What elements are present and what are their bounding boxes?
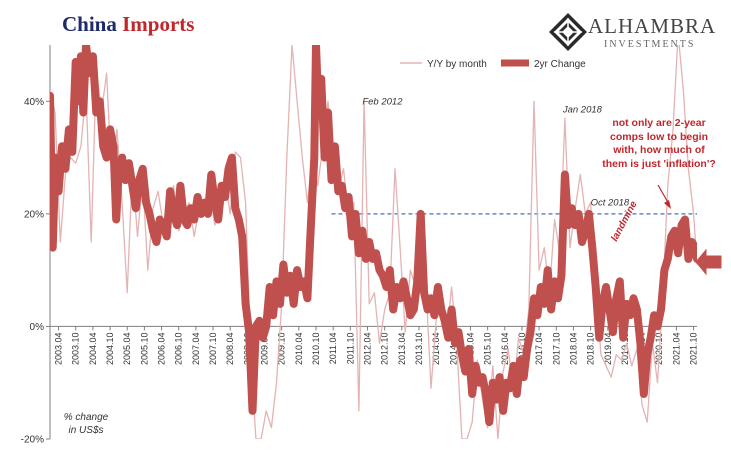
- callout-arrow-head: [664, 200, 671, 209]
- y-tick-label: 0%: [30, 322, 45, 333]
- x-tick-label: 2019.04: [603, 332, 613, 365]
- x-tick-label: 2018.10: [586, 332, 596, 365]
- x-tick-label: 2014.04: [431, 332, 441, 365]
- x-tick-label: 2012.10: [380, 332, 390, 365]
- y-tick-label: 20%: [24, 209, 44, 220]
- logo-name: ALHAMBRA: [588, 14, 717, 38]
- logo-sub: INVESTMENTS: [604, 39, 696, 50]
- x-tick-label: 2005.10: [139, 332, 149, 365]
- units-note-line2: in US$s: [68, 425, 104, 436]
- x-tick-label: 2004.10: [105, 332, 115, 365]
- x-tick-label: 2010.10: [311, 332, 321, 365]
- y-tick-label: 40%: [24, 97, 44, 108]
- title-part-imports: Imports: [122, 12, 195, 36]
- x-tick-label: 2011.10: [345, 332, 355, 364]
- annotation-oct-2018: Oct 2018: [591, 198, 630, 209]
- x-tick-label: 2009.10: [277, 332, 287, 365]
- x-tick-label: 2011.04: [328, 332, 338, 364]
- y-tick-label: -20%: [21, 435, 44, 446]
- x-tick-label: 2007.10: [208, 332, 218, 365]
- x-tick-label: 2012.04: [362, 332, 372, 365]
- x-tick-label: 2009.04: [260, 332, 270, 365]
- units-note-line1: % change: [63, 412, 109, 423]
- x-tick-label: 2006.04: [157, 332, 167, 365]
- x-tick-label: 2013.10: [414, 332, 424, 365]
- legend-label-yy: Y/Y by month: [427, 59, 487, 70]
- annotation-feb-2012: Feb 2012: [362, 96, 403, 107]
- x-tick-label: 2021.10: [689, 332, 699, 365]
- x-tick-label: 2006.10: [174, 332, 184, 365]
- x-tick-label: 2013.04: [397, 332, 407, 365]
- x-tick-label: 2017.10: [551, 332, 561, 365]
- x-tick-label: 2003.04: [54, 332, 64, 365]
- alhambra-logo: ALHAMBRA INVESTMENTS: [548, 12, 723, 54]
- units-note: % change in US$s: [60, 411, 112, 437]
- x-tick-label: 2018.04: [568, 332, 578, 365]
- annotation-jan-2018: Jan 2018: [562, 105, 603, 116]
- x-tick-label: 2010.04: [294, 332, 304, 365]
- series-2yr-line: [50, 45, 697, 427]
- x-tick-label: 2007.04: [191, 332, 201, 365]
- x-tick-label: 2021.04: [671, 332, 681, 365]
- x-tick-label: 2005.04: [122, 332, 132, 365]
- legend-label-2yr: 2yr Change: [534, 59, 586, 70]
- title-part-china: China: [62, 12, 117, 36]
- inflation-callout: not only are 2-year comps low to begin w…: [602, 117, 716, 170]
- series-yy-line: [50, 45, 697, 439]
- x-tick-label: 2008.04: [225, 332, 235, 365]
- alhambra-diamond-icon: [549, 13, 587, 51]
- x-tick-label: 2017.04: [534, 332, 544, 365]
- chart-title: China Imports: [62, 12, 194, 37]
- x-tick-label: 2004.04: [88, 332, 98, 365]
- x-tick-label: 2014.10: [448, 332, 458, 365]
- x-tick-label: 2003.10: [71, 332, 81, 365]
- x-tick-label: 2015.10: [483, 332, 493, 365]
- latest-value-arrow-icon: [695, 248, 722, 276]
- x-tick-label: 2016.04: [500, 332, 510, 365]
